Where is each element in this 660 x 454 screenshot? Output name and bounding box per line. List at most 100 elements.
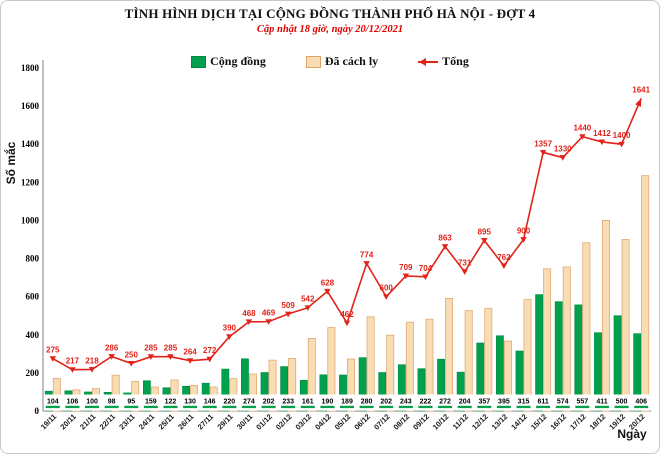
total-point-label: 509 xyxy=(281,301,295,310)
community-value-label: 357 xyxy=(478,399,490,406)
community-value-underline xyxy=(359,405,374,409)
quarantine-bar xyxy=(347,358,355,412)
chart-subtitle: Cập nhật 18 giờ, ngày 20/12/2021 xyxy=(256,24,404,35)
community-value-label: 100 xyxy=(86,399,98,406)
total-point-marker xyxy=(579,134,586,140)
total-point-label: 542 xyxy=(301,295,315,304)
community-bar xyxy=(437,358,445,412)
community-value-underline xyxy=(457,405,472,409)
quarantine-bar xyxy=(464,310,473,412)
total-point-label: 863 xyxy=(438,234,452,243)
community-bar xyxy=(456,371,465,412)
community-value-underline xyxy=(477,405,492,409)
community-value-underline xyxy=(85,405,100,409)
community-value-label: 395 xyxy=(498,399,510,406)
community-bar xyxy=(515,350,524,412)
y-axis-tick-label: 0 xyxy=(35,406,40,416)
total-point-marker xyxy=(206,356,213,363)
total-point-marker xyxy=(304,305,311,311)
community-bar xyxy=(358,357,367,412)
quarantine-bar xyxy=(543,268,552,412)
total-point-label: 272 xyxy=(203,346,217,355)
community-value-underline xyxy=(536,405,551,409)
x-axis-date-label: 14/12 xyxy=(509,412,529,432)
y-axis-tick-label: 1200 xyxy=(21,177,40,187)
quarantine-bar xyxy=(445,298,454,412)
community-bar xyxy=(397,364,406,412)
community-bar xyxy=(476,342,485,412)
x-axis-date-label: 25/11 xyxy=(157,412,176,431)
quarantine-bar xyxy=(523,299,532,412)
chart-title: TÌNH HÌNH DỊCH TẠI CỘNG ĐỒNG THÀNH PHỐ H… xyxy=(124,6,536,21)
community-value-underline xyxy=(104,405,119,409)
community-value-underline xyxy=(222,405,237,409)
community-value-label: 233 xyxy=(282,399,294,406)
total-point-label: 1357 xyxy=(534,139,552,148)
community-value-label: 406 xyxy=(635,399,647,406)
total-point-marker xyxy=(618,141,625,148)
total-point-marker xyxy=(402,273,410,280)
total-point-marker xyxy=(441,244,449,250)
community-value-label: 98 xyxy=(108,399,116,406)
community-value-label: 243 xyxy=(400,399,412,406)
total-point-label: 900 xyxy=(517,227,531,236)
total-point-marker xyxy=(265,319,272,325)
x-axis-date-label: 21/11 xyxy=(78,412,97,431)
total-point-marker xyxy=(128,360,135,367)
y-axis-tick-label: 1400 xyxy=(21,139,40,149)
x-axis-date-label: 24/11 xyxy=(137,412,156,431)
quarantine-bar xyxy=(484,308,493,412)
community-value-label: 272 xyxy=(439,399,451,406)
total-point-label: 469 xyxy=(262,309,276,318)
community-value-underline xyxy=(163,405,178,409)
community-value-label: 204 xyxy=(459,399,471,406)
total-point-marker xyxy=(343,320,351,327)
total-point-marker xyxy=(539,150,547,156)
quarantine-bar xyxy=(288,358,297,412)
quarantine-bar xyxy=(307,338,316,412)
total-point-marker xyxy=(49,356,57,362)
x-axis-date-label: 07/12 xyxy=(372,412,392,432)
community-value-underline xyxy=(261,405,276,409)
community-value-label: 122 xyxy=(165,399,177,406)
total-point-label: 704 xyxy=(419,264,433,273)
total-point-label: 264 xyxy=(183,348,197,357)
community-bar xyxy=(417,368,426,412)
total-point-marker xyxy=(69,367,76,373)
y-axis-tick-label: 1000 xyxy=(21,215,40,225)
community-bar xyxy=(496,335,504,412)
y-axis-tick-label: 800 xyxy=(26,254,40,264)
total-point-marker xyxy=(559,155,566,161)
y-axis-tick-label: 200 xyxy=(26,368,40,378)
total-point-label: 285 xyxy=(144,344,158,353)
community-value-label: 280 xyxy=(361,399,373,406)
total-point-marker xyxy=(598,139,606,146)
total-point-marker xyxy=(500,263,508,269)
total-point-label: 1400 xyxy=(613,131,631,140)
y-axis-tick-label: 600 xyxy=(26,292,40,302)
legend-item-tong: Tổng xyxy=(418,54,469,69)
total-point-marker xyxy=(147,354,155,360)
x-axis-date-label: 20/11 xyxy=(58,412,77,431)
y-axis-tick-label: 1600 xyxy=(21,101,40,111)
community-value-label: 189 xyxy=(341,399,353,406)
community-value-label: 315 xyxy=(518,399,530,406)
community-bar xyxy=(594,332,602,412)
community-value-label: 202 xyxy=(380,399,392,406)
quarantine-bar xyxy=(111,374,120,412)
x-axis-date-label: 19/11 xyxy=(39,412,58,431)
total-point-marker xyxy=(481,238,488,244)
total-point-marker xyxy=(108,354,115,360)
x-axis-date-label: 13/12 xyxy=(490,412,510,432)
total-point-label: 468 xyxy=(242,309,256,318)
total-point-label: 1641 xyxy=(632,85,650,94)
community-bar xyxy=(319,374,328,412)
total-point-label: 285 xyxy=(164,344,178,353)
x-axis-date-label: 03/12 xyxy=(294,412,314,432)
total-point-marker xyxy=(520,237,527,243)
quarantine-bar xyxy=(621,239,630,412)
community-value-underline xyxy=(124,405,139,409)
community-value-underline xyxy=(45,405,60,409)
community-value-underline xyxy=(320,405,335,409)
community-value-underline xyxy=(300,405,315,409)
